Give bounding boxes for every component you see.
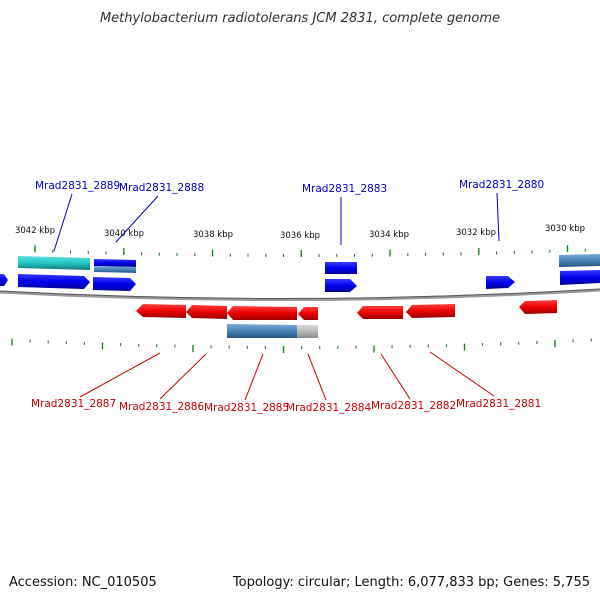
leader-line [53,193,73,252]
top-gene-labels: Mrad2831_2889 Mrad2831_2888 Mrad2831_288… [35,179,544,252]
gene-label-mrad2831-2881[interactable]: Mrad2831_2881 [456,398,541,410]
gene-label-mrad2831-2882[interactable]: Mrad2831_2882 [371,400,456,412]
scale-label: 3030 kbp [545,224,585,234]
leader-line [79,352,161,398]
gene-label-mrad2831-2883[interactable]: Mrad2831_2883 [302,183,387,195]
cds-feature-block[interactable] [559,254,600,267]
leader-line [115,195,159,243]
gene-arrow-forward[interactable] [560,270,600,285]
cds-feature-block[interactable] [94,266,136,273]
gene-arrow-forward[interactable] [486,276,515,289]
gene-label-mrad2831-2885[interactable]: Mrad2831_2885 [204,402,289,414]
gene-arrow-reverse[interactable] [406,304,455,318]
leader-line [429,351,495,397]
gene-label-mrad2831-2889[interactable]: Mrad2831_2889 [35,180,120,192]
scale-label: 3040 kbp [104,229,144,239]
leader-line [244,353,264,401]
genome-backbone [0,288,600,302]
rna-feature-block[interactable] [18,256,90,270]
leader-line [159,353,207,400]
map-title: Methylobacterium radiotolerans JCM 2831,… [100,11,500,26]
gene-arrow-reverse[interactable] [298,307,318,320]
gene-arrow-reverse[interactable] [519,300,557,314]
gene-arrow-forward[interactable] [325,262,357,274]
gene-arrow-forward[interactable] [94,259,136,267]
gene-arrow-reverse[interactable] [227,306,297,320]
scale-label: 3038 kbp [193,230,233,240]
scale-label: 3032 kbp [456,228,496,238]
gene-arrow-forward[interactable] [0,274,8,286]
scale-labels: 3042 kbp 3040 kbp 3038 kbp 3036 kbp 3034… [15,224,585,241]
leader-line [496,192,500,242]
gene-arrow-reverse[interactable] [136,304,186,318]
gene-label-mrad2831-2888[interactable]: Mrad2831_2888 [119,182,204,194]
accession-text: Accession: NC_010505 [9,575,157,590]
gene-arrow-reverse[interactable] [357,306,403,319]
gene-arrow-reverse[interactable] [186,305,227,319]
leader-line [380,353,411,400]
bottom-gene-labels: Mrad2831_2887 Mrad2831_2886 Mrad2831_288… [31,351,541,414]
gene-arrow-forward[interactable] [325,279,357,292]
scale-label: 3034 kbp [369,230,409,240]
gene-label-mrad2831-2884[interactable]: Mrad2831_2884 [286,402,371,414]
scale-label: 3036 kbp [280,231,320,241]
gene-label-mrad2831-2886[interactable]: Mrad2831_2886 [119,401,204,413]
leader-line [307,353,327,401]
gene-arrow-forward[interactable] [18,274,90,289]
reverse-strand-features [136,300,557,338]
cds-feature-block[interactable] [227,324,297,338]
gene-label-mrad2831-2880[interactable]: Mrad2831_2880 [459,179,544,191]
scale-label: 3042 kbp [15,226,55,236]
gene-arrow-forward[interactable] [93,277,136,291]
misc-feature-block[interactable] [297,325,318,338]
scale-ticks [11,245,592,353]
topology-text: Topology: circular; Length: 6,077,833 bp… [232,575,590,590]
genome-backbone-highlight [0,288,600,300]
forward-strand-features [0,254,600,292]
gene-label-mrad2831-2887[interactable]: Mrad2831_2887 [31,398,116,410]
